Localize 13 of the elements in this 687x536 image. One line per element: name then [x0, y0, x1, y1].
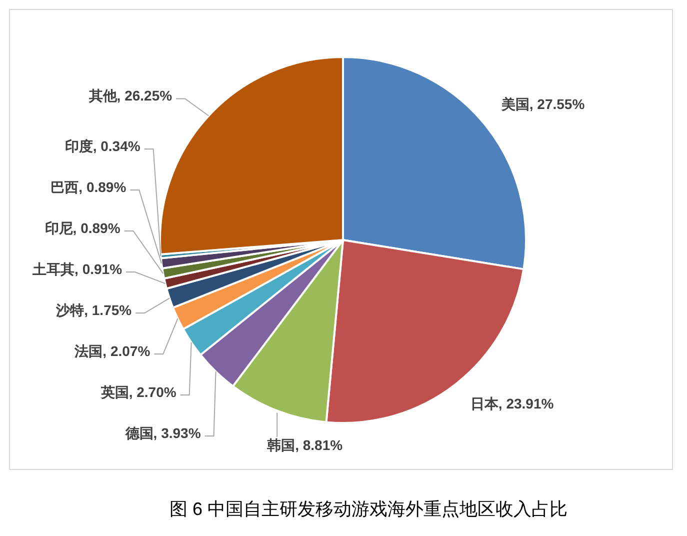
slice-label: 其他, 26.25% [88, 88, 173, 104]
slice-label: 英国, 2.70% [100, 384, 177, 400]
slice-label: 日本, 23.91% [470, 395, 554, 412]
slice-label: 美国, 27.55% [500, 96, 586, 112]
text: 图 6 中国自主研发移动游戏海外重点地区收入占比 [169, 498, 568, 519]
slice-label: 法国, 2.07% [74, 342, 151, 359]
slice-label: 印度, 0.34% [64, 138, 141, 154]
slice-label: 印尼, 0.89% [44, 220, 121, 236]
slice-label: 韩国, 8.81% [266, 436, 344, 453]
slice-label: 巴西, 0.89% [50, 178, 127, 195]
slice-label: 德国, 3.93% [124, 424, 202, 441]
slice-label: 沙特, 1.75% [55, 302, 132, 318]
slice-label: 土耳其, 0.91% [32, 260, 123, 277]
